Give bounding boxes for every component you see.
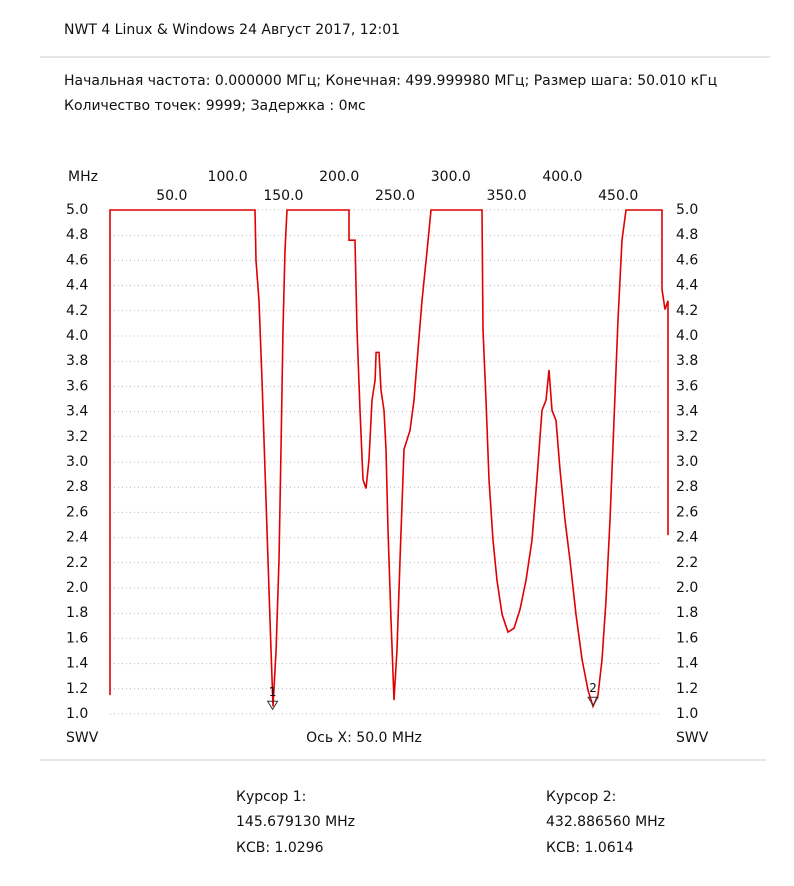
y-tick-label: 1.0 xyxy=(66,706,88,722)
y-tick-label: 4.4 xyxy=(676,278,698,294)
y-label: SWV xyxy=(66,730,99,746)
y-tick-label: 3.6 xyxy=(676,378,698,394)
y-tick-label: 2.6 xyxy=(66,504,88,520)
y-tick-label: 4.0 xyxy=(66,328,88,344)
trace xyxy=(109,209,669,709)
x-tick-label: 400.0 xyxy=(542,169,582,185)
y-tick-label: 3.8 xyxy=(676,353,698,369)
y-tick-label: 2.0 xyxy=(676,580,698,596)
y-tick-label: 4.8 xyxy=(66,227,88,243)
cursor-swr: КСВ: 1.0296 xyxy=(236,840,324,856)
y-tick-label: 4.2 xyxy=(66,303,88,319)
y-tick-label: 2.6 xyxy=(676,504,698,520)
y-tick-label: 1.8 xyxy=(676,605,698,621)
y-tick-label: 3.4 xyxy=(66,404,88,420)
y-tick-label: 2.8 xyxy=(66,479,88,495)
cursor-label: 2 xyxy=(589,681,597,695)
x-tick-label: 450.0 xyxy=(598,188,638,204)
cursor-marker xyxy=(266,700,279,711)
cursor-swr: КСВ: 1.0614 xyxy=(546,840,634,856)
header-line: Начальная частота: 0.000000 МГц; Конечна… xyxy=(64,73,717,89)
x-tick-label: 300.0 xyxy=(431,169,471,185)
y-tick-label: 5.0 xyxy=(66,202,88,218)
cursor-label: 1 xyxy=(269,685,277,699)
y-tick-label: 1.0 xyxy=(676,706,698,722)
x-unit-label: MHz xyxy=(68,169,98,185)
y-tick-label: 1.4 xyxy=(66,656,88,672)
y-tick-label: 4.2 xyxy=(676,303,698,319)
y-tick-label: 4.4 xyxy=(66,278,88,294)
y-tick-label: 2.2 xyxy=(676,555,698,571)
y-tick-label: 5.0 xyxy=(676,202,698,218)
header-title: NWT 4 Linux & Windows 24 Август 2017, 12… xyxy=(64,22,400,38)
x-tick-label: 200.0 xyxy=(319,169,359,185)
x-tick-label: 100.0 xyxy=(208,169,248,185)
x-tick-label: 250.0 xyxy=(375,188,415,204)
y-tick-label: 3.0 xyxy=(676,454,698,470)
y-tick-label: 3.0 xyxy=(66,454,88,470)
cursor-freq: 432.886560 MHz xyxy=(546,814,665,830)
cursor-title: Курсор 2: xyxy=(546,789,616,805)
x-tick-label: 150.0 xyxy=(263,188,303,204)
y-tick-label: 3.2 xyxy=(66,429,88,445)
cursor-title: Курсор 1: xyxy=(236,789,306,805)
y-tick-label: 3.6 xyxy=(66,378,88,394)
y-tick-label: 2.4 xyxy=(66,530,88,546)
y-tick-label: 2.4 xyxy=(676,530,698,546)
x-tick-label: 50.0 xyxy=(156,188,187,204)
y-tick-label: 3.8 xyxy=(66,353,88,369)
cursor-freq: 145.679130 MHz xyxy=(236,814,355,830)
y-tick-label: 3.4 xyxy=(676,404,698,420)
x-label: Ось X: 50.0 MHz xyxy=(306,730,422,746)
y-tick-label: 1.6 xyxy=(676,630,698,646)
y-tick-label: 2.8 xyxy=(676,479,698,495)
x-tick-label: 350.0 xyxy=(487,188,527,204)
y-tick-label: 1.6 xyxy=(66,630,88,646)
y-tick-label: 1.2 xyxy=(66,681,88,697)
y-tick-label: 1.8 xyxy=(66,605,88,621)
y-tick-label: 4.0 xyxy=(676,328,698,344)
y-tick-label: 4.6 xyxy=(66,252,88,268)
y-tick-label: 1.4 xyxy=(676,656,698,672)
y-label: SWV xyxy=(676,730,709,746)
y-tick-label: 4.8 xyxy=(676,227,698,243)
cursor-marker xyxy=(587,696,600,707)
y-tick-label: 3.2 xyxy=(676,429,698,445)
y-tick-label: 1.2 xyxy=(676,681,698,697)
header-line: Количество точек: 9999; Задержка : 0мс xyxy=(64,98,366,114)
y-tick-label: 4.6 xyxy=(676,252,698,268)
y-tick-label: 2.2 xyxy=(66,555,88,571)
y-tick-label: 2.0 xyxy=(66,580,88,596)
